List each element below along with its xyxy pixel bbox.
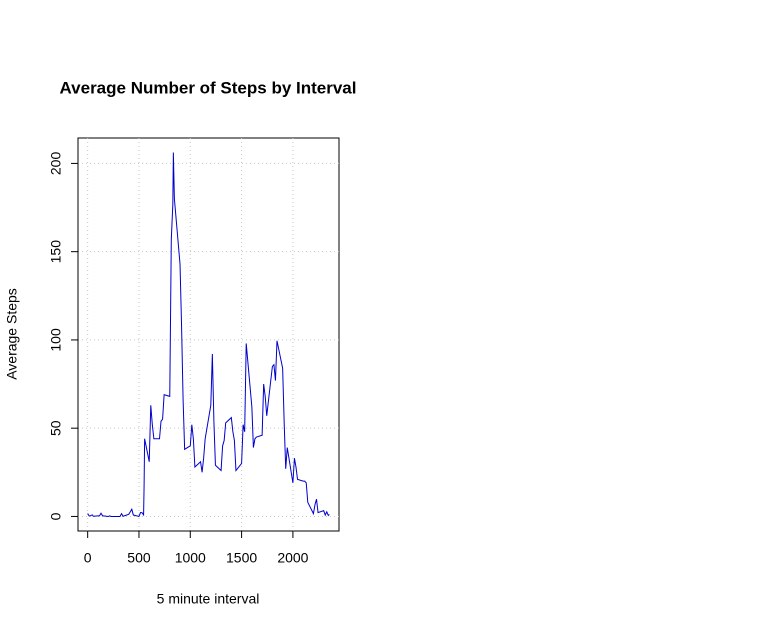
x-tick-label: 1000 xyxy=(175,550,206,566)
x-tick-label: 0 xyxy=(84,550,92,566)
y-axis-label: Average Steps xyxy=(4,288,20,380)
y-tick-label: 150 xyxy=(48,240,64,264)
y-tick-label: 0 xyxy=(48,512,64,520)
y-tick-label: 100 xyxy=(48,328,64,352)
x-axis-label: 5 minute interval xyxy=(157,591,260,607)
chart-title: Average Number of Steps by Interval xyxy=(60,78,357,97)
x-tick-label: 1500 xyxy=(226,550,257,566)
y-tick-label: 200 xyxy=(48,152,64,176)
x-tick-label: 2000 xyxy=(277,550,308,566)
plot-frame xyxy=(77,137,340,532)
data-line xyxy=(87,152,330,518)
y-tick-label: 50 xyxy=(48,420,64,436)
x-tick-label: 500 xyxy=(127,550,151,566)
